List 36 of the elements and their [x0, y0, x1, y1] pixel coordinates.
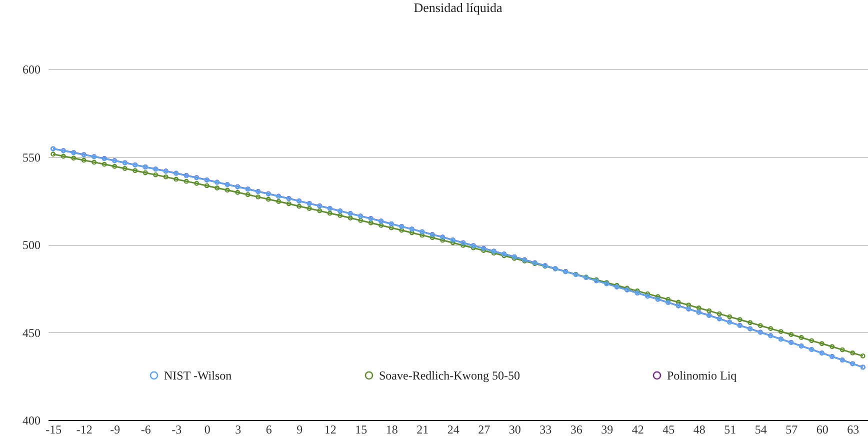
x-tick-label: 6: [266, 422, 272, 436]
x-tick-label: 3: [235, 422, 242, 436]
x-tick-label: 36: [570, 422, 582, 436]
x-tick-label: -3: [172, 422, 182, 436]
y-tick-label: 550: [22, 150, 40, 164]
x-tick-label: -9: [110, 422, 120, 436]
x-tick-label: 63: [847, 422, 860, 436]
x-tick-label: 12: [324, 422, 336, 436]
legend-label: NIST -Wilson: [164, 368, 232, 382]
y-tick-label: 450: [22, 326, 40, 340]
y-tick-label: 400: [22, 414, 40, 428]
x-tick-label: 39: [601, 422, 614, 436]
x-tick-label: 42: [632, 422, 644, 436]
x-tick-label: 54: [754, 422, 767, 436]
chart-title: Densidad líquida: [414, 0, 502, 15]
y-tick-label: 600: [22, 62, 40, 76]
legend-label: Soave-Redlich-Kwong 50-50: [379, 368, 520, 382]
x-tick-label: 51: [724, 422, 736, 436]
x-tick-label: -15: [46, 422, 62, 436]
x-tick-label: 24: [447, 422, 460, 436]
x-tick-label: -6: [140, 422, 151, 436]
x-tick-label: 27: [478, 422, 490, 436]
x-tick-label: 48: [693, 422, 706, 436]
x-tick-label: 15: [355, 422, 368, 436]
x-tick-label: 60: [816, 422, 828, 436]
x-tick-label: 30: [508, 422, 521, 436]
x-tick-label: 45: [662, 422, 675, 436]
x-tick-label: 33: [540, 422, 552, 436]
x-tick-label: 9: [296, 422, 303, 436]
x-tick-label: 57: [786, 422, 798, 436]
x-tick-label: -12: [76, 422, 92, 436]
y-tick-label: 500: [22, 238, 40, 252]
x-tick-label: 0: [204, 422, 210, 436]
legend-label: Polinomio Liq: [667, 368, 737, 382]
x-tick-label: 18: [386, 422, 398, 436]
x-tick-label: 21: [416, 422, 429, 436]
